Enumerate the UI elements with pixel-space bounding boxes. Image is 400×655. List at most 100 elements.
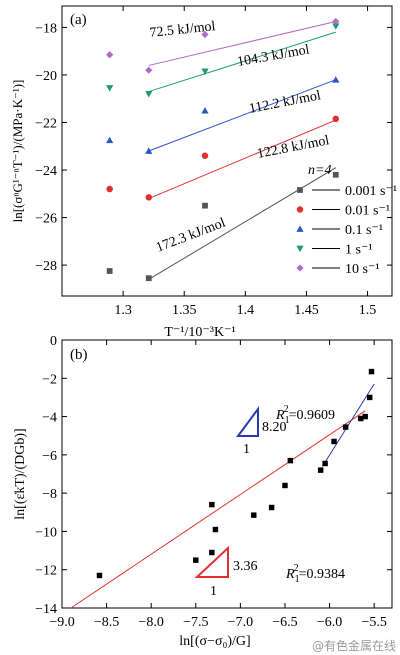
panel-b-y-label: ln[(ε̇kT)/(DGb)] [13, 428, 28, 519]
legend-marker [296, 264, 304, 272]
data-point [342, 424, 349, 430]
r2-blue-label: R12=0.9609 [275, 404, 335, 426]
data-point [201, 30, 209, 39]
x-tick-label: −6.5 [272, 615, 297, 630]
fit-line-1 [148, 119, 336, 200]
data-point [317, 467, 324, 473]
data-point [193, 557, 199, 563]
data-point [106, 136, 114, 144]
r2-red-label: R12=0.9384 [285, 563, 345, 585]
y-tick-label: −8 [42, 487, 57, 502]
data-point [201, 68, 209, 75]
watermark: @有色金属在线 [312, 638, 396, 653]
y-tick-label: 0 [50, 334, 57, 349]
fit-line-2 [148, 79, 336, 152]
data-point [268, 504, 275, 511]
panel-a: (a) 1.3 1.35 1.4 1.45 1.5−28−26−24−22−20−18 … [10, 5, 397, 340]
data-point [366, 394, 373, 401]
panel-a-label: (a) [70, 12, 87, 28]
data-point [145, 91, 153, 98]
data-point [106, 51, 114, 59]
legend-entry: 1 s⁻¹ [345, 243, 373, 258]
x-tick-label: −7.5 [183, 615, 208, 630]
x-tick-label: 1.45 [294, 303, 319, 318]
legend-entry: 0.01 s⁻¹ [345, 204, 390, 219]
data-point [106, 185, 113, 193]
data-point [106, 85, 114, 92]
data-point [251, 512, 257, 518]
y-tick-label: −26 [35, 212, 57, 227]
data-point [201, 106, 209, 114]
x-tick-label: 1.4 [237, 303, 255, 318]
slope-triangle-red: 3.36 1 [194, 545, 258, 599]
y-tick-label: −20 [35, 69, 57, 84]
legend-marker [296, 206, 304, 213]
y-tick-label: −10 [35, 525, 57, 540]
data-point [332, 115, 340, 123]
legend-title: n=4 [308, 163, 331, 178]
fit-line-4 [148, 20, 336, 66]
data-point [145, 275, 152, 282]
fit-line-0 [70, 410, 366, 609]
data-point [332, 17, 340, 26]
fit-line-0 [148, 167, 337, 280]
panel-b-axes: −9.0 −8.5 −8.0 −7.5 −7.0 −6.5 −6.0 −5.5 0 −2 −4 −6 −… [35, 334, 392, 630]
annotation-0.001-s: 172.3 kJ/mol [154, 215, 228, 255]
data-point [282, 482, 288, 489]
x-tick-label: −8.0 [138, 615, 163, 630]
data-point [96, 572, 103, 579]
x-tick-label: 1.35 [172, 303, 197, 318]
x-tick-label: −9.0 [49, 615, 74, 630]
legend-marker [296, 245, 304, 253]
panel-b-label: (b) [70, 347, 88, 363]
x-tick-label: −7.0 [228, 615, 253, 630]
panel-a-data-points [106, 17, 340, 282]
legend-entry: 0.001 s⁻¹ [345, 184, 397, 199]
svg-text:8.20: 8.20 [262, 420, 287, 435]
panel-a-y-label: ln[(σⁿG¹⁻ⁿT⁻¹)/(MPa·K⁻¹)] [10, 80, 25, 223]
x-tick-label: −6.0 [317, 615, 342, 630]
panel-a-fit-lines [148, 20, 337, 280]
y-tick-label: −18 [35, 21, 57, 36]
x-tick-label: 1.3 [114, 303, 132, 318]
panel-a-legend: n=4 0.001 s⁻¹ 0.01 s⁻¹ 0.1 s⁻¹ 1 s⁻¹ 10 s⁻¹ [296, 163, 397, 277]
data-point [209, 549, 215, 556]
data-point [287, 457, 294, 464]
y-tick-label: −22 [35, 116, 57, 131]
y-tick-label: −6 [42, 449, 57, 464]
annotation-0.1-s: 112.2 kJ/mol [248, 88, 322, 117]
y-tick-label: −24 [35, 164, 57, 179]
svg-text:1: 1 [243, 442, 250, 457]
data-point [332, 76, 340, 83]
panel-a-annotations: 72.5 kJ/mol 104.3 kJ/mol 112.2 kJ/mol 12… [149, 19, 331, 256]
y-tick-label: −12 [35, 564, 57, 579]
data-point [368, 368, 375, 375]
data-point [145, 66, 153, 74]
legend-entry: 10 s⁻¹ [345, 262, 380, 277]
panel-b-frame [61, 339, 393, 609]
panel-a-frame [61, 5, 393, 297]
y-tick-label: −28 [35, 259, 57, 274]
annotation-1-s: 104.3 kJ/mol [236, 42, 311, 69]
annotation-10-s: 72.5 kJ/mol [149, 19, 216, 41]
panel-a-axes: 1.3 1.35 1.4 1.45 1.5 −28 −26 −24 −22 −20 −18 [35, 6, 392, 318]
data-point [331, 438, 337, 445]
svg-text:3.36: 3.36 [233, 559, 258, 574]
x-tick-label: 1.5 [359, 303, 377, 318]
data-point [209, 501, 215, 508]
slope-triangle-blue: 8.20 1 [236, 405, 287, 457]
legend-marker [297, 187, 303, 193]
panel-b: (b) −9.0 −8.5 −8.0 −7.5 −7.0 −6.5 −6.0 −5.50−2−… [13, 334, 393, 649]
legend-entry: 0.1 s⁻¹ [345, 223, 383, 238]
data-point [201, 152, 209, 159]
data-point [145, 194, 153, 201]
data-point [322, 460, 328, 467]
data-point [202, 202, 208, 209]
x-tick-label: −8.5 [94, 615, 119, 630]
data-point [212, 526, 219, 533]
fit-line-3 [148, 31, 336, 93]
data-point [106, 268, 113, 274]
data-point [362, 413, 368, 420]
data-point [358, 415, 364, 422]
